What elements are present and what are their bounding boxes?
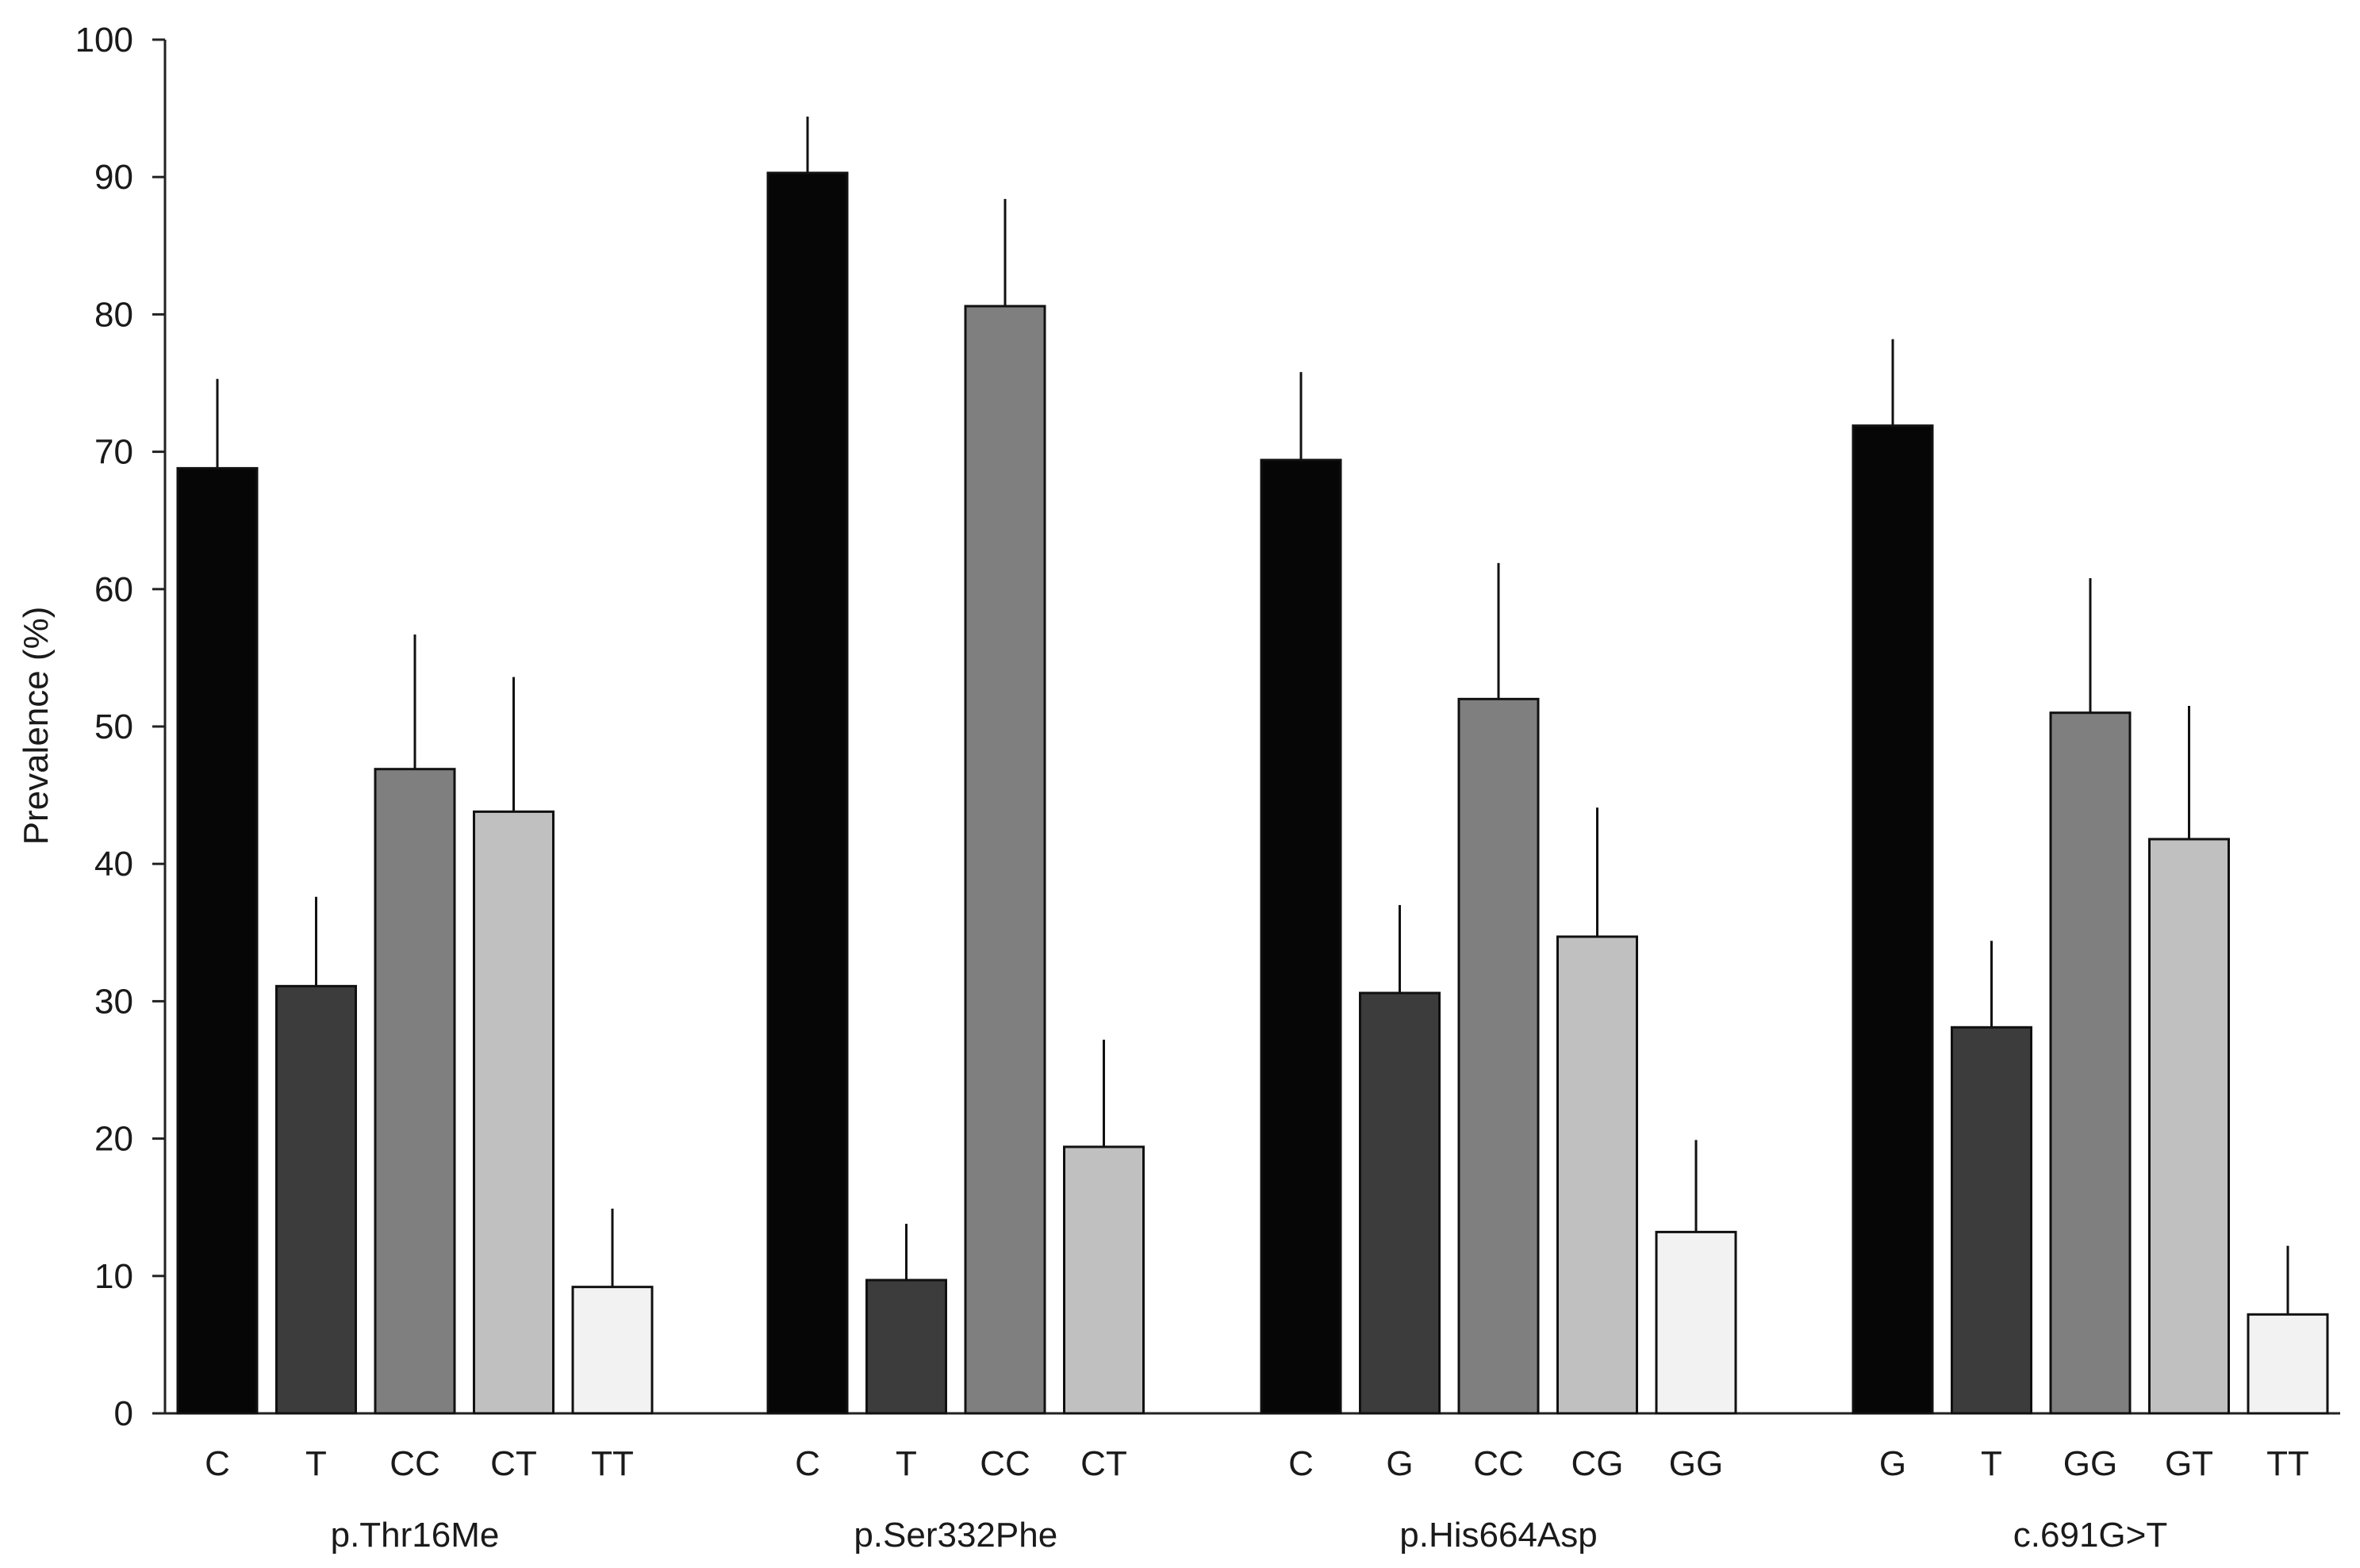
category-label: CC — [1473, 1444, 1524, 1483]
bars — [176, 116, 2329, 1415]
bar-p.Ser332Phe-T — [865, 1279, 947, 1415]
bar-c.691G>T-TT — [2247, 1313, 2329, 1415]
bar-p.Thr16Me-TT — [571, 1286, 654, 1415]
axes: 0 10 20 30 40 50 60 70 80 90 100 — [75, 21, 2340, 1433]
category-label: CT — [1080, 1444, 1127, 1483]
category-label: G — [1386, 1444, 1413, 1483]
y-tick-label: 0 — [114, 1394, 133, 1433]
group-label: p.Ser332Phe — [854, 1516, 1057, 1555]
bar-c.691G>T-GG — [2049, 711, 2132, 1415]
y-tick-label: 50 — [94, 707, 133, 746]
y-tick-label: 40 — [94, 845, 133, 884]
category-label: TT — [2266, 1444, 2309, 1483]
y-tick-label: 100 — [75, 21, 133, 59]
bar-p.His664Asp-G — [1359, 991, 1441, 1415]
category-label: CC — [980, 1444, 1030, 1483]
y-tick-label: 20 — [94, 1120, 133, 1159]
bar-p.Ser332Phe-CT — [1063, 1145, 1145, 1415]
bar-p.His664Asp-CG — [1556, 935, 1638, 1415]
category-label: CG — [1571, 1444, 1624, 1483]
category-label: C — [795, 1444, 820, 1483]
category-label: GG — [2063, 1444, 2117, 1483]
category-label: C — [205, 1444, 230, 1483]
bar-c.691G>T-GT — [2148, 838, 2230, 1415]
y-tick-label: 90 — [94, 158, 133, 197]
bar-p.Thr16Me-CC — [374, 768, 456, 1415]
bar-p.Thr16Me-C — [176, 466, 259, 1415]
category-label: GG — [1669, 1444, 1723, 1483]
bar-p.His664Asp-GG — [1655, 1230, 1737, 1415]
y-tick-label: 60 — [94, 570, 133, 609]
group-label: p.Thr16Me — [331, 1516, 500, 1555]
bar-c.691G>T-G — [1852, 424, 1934, 1415]
category-label: C — [1288, 1444, 1314, 1483]
y-tick-label: 70 — [94, 433, 133, 472]
category-label: T — [1981, 1444, 2002, 1483]
category-label: GT — [2165, 1444, 2213, 1483]
y-tick-label: 10 — [94, 1257, 133, 1296]
bar-p.Ser332Phe-CC — [964, 305, 1046, 1415]
category-label: TT — [591, 1444, 634, 1483]
group-label: p.His664Asp — [1399, 1516, 1597, 1555]
bar-c.691G>T-T — [1951, 1026, 2032, 1415]
category-label: CT — [490, 1444, 537, 1483]
y-axis-title: Prevalence (%) — [17, 607, 56, 845]
bar-p.Thr16Me-T — [275, 984, 357, 1415]
category-label: CC — [389, 1444, 440, 1483]
category-label: T — [305, 1444, 327, 1483]
category-label: T — [896, 1444, 917, 1483]
category-label: G — [1879, 1444, 1906, 1483]
y-tick-label: 30 — [94, 982, 133, 1021]
group-label: c.691G>T — [2013, 1516, 2167, 1555]
y-tick-label: 80 — [94, 295, 133, 334]
bar-p.Thr16Me-CT — [473, 810, 555, 1415]
bar-p.Ser332Phe-C — [766, 171, 849, 1415]
bar-p.His664Asp-CC — [1457, 697, 1540, 1415]
bar-p.His664Asp-C — [1260, 458, 1342, 1415]
